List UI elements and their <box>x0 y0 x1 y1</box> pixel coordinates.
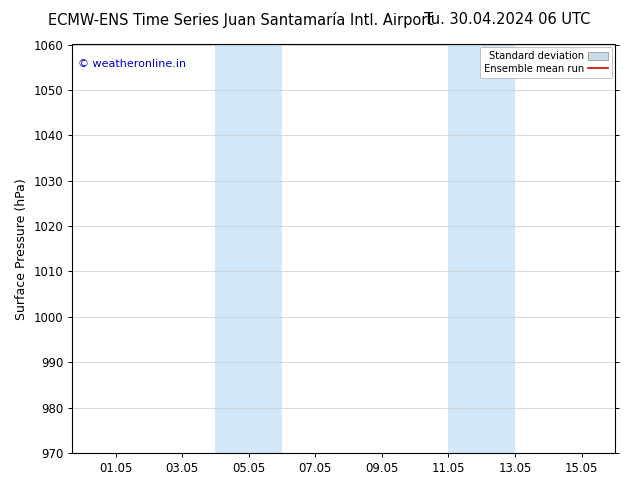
Text: ECMW-ENS Time Series Juan Santamaría Intl. Airport: ECMW-ENS Time Series Juan Santamaría Int… <box>48 12 434 28</box>
Y-axis label: Surface Pressure (hPa): Surface Pressure (hPa) <box>15 178 28 319</box>
Bar <box>216 45 282 453</box>
Text: Tu. 30.04.2024 06 UTC: Tu. 30.04.2024 06 UTC <box>424 12 590 27</box>
Bar <box>448 45 515 453</box>
Legend: Standard deviation, Ensemble mean run: Standard deviation, Ensemble mean run <box>479 48 612 78</box>
Text: © weatheronline.in: © weatheronline.in <box>78 59 186 69</box>
